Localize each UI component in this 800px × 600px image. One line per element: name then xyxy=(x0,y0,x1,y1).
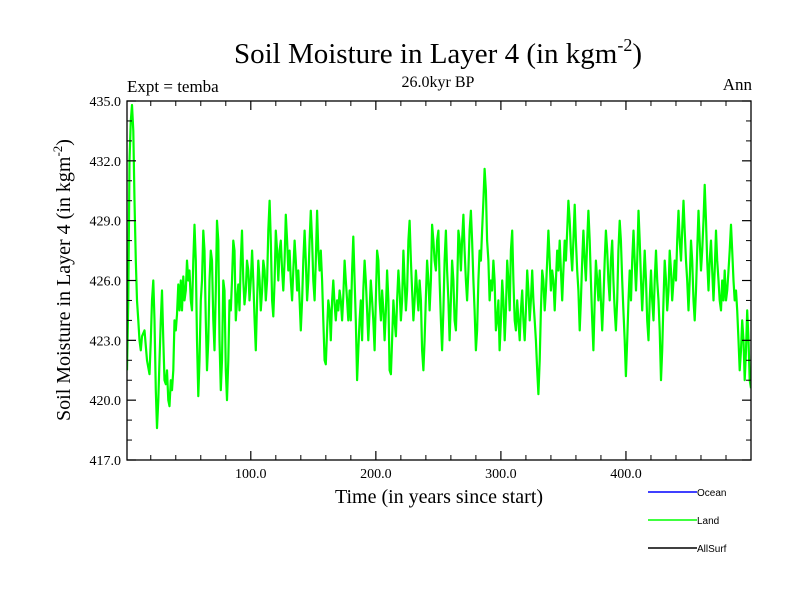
y-axis: 417.0 420.0 423.0 426.0 429.0 432.0 435.0 xyxy=(90,95,751,469)
x-tick-label: 400.0 xyxy=(610,467,642,482)
chart-subtitle: 26.0kyr BP xyxy=(402,74,475,91)
x-tick-label: 300.0 xyxy=(485,467,517,482)
y-axis-label-superscript: -2 xyxy=(50,146,65,157)
y-axis-label-text: Soil Moisture in Layer 4 (in kgm xyxy=(53,156,75,421)
y-tick-label: 429.0 xyxy=(90,215,122,230)
y-axis-label: Soil Moisture in Layer 4 (in kgm-2) xyxy=(50,139,75,421)
x-axis: 100.0 200.0 300.0 400.0 xyxy=(150,101,727,482)
series-layer xyxy=(127,103,751,430)
legend-label-land: Land xyxy=(697,516,719,527)
chart-title-close: ) xyxy=(632,38,642,70)
series-line-land xyxy=(127,103,751,430)
y-tick-label: 423.0 xyxy=(90,334,122,349)
chart-title-text: Soil Moisture in Layer 4 (in kgm xyxy=(234,38,618,70)
y-tick-label: 432.0 xyxy=(90,155,122,170)
legend: Ocean Land AllSurf xyxy=(648,488,727,555)
x-tick-label: 200.0 xyxy=(360,467,392,482)
y-tick-label: 417.0 xyxy=(90,454,122,469)
x-tick-label: 100.0 xyxy=(235,467,267,482)
y-tick-label: 420.0 xyxy=(90,394,122,409)
y-axis-label-close: ) xyxy=(53,139,75,146)
season-label: Ann xyxy=(723,75,753,94)
legend-label-allsurf: AllSurf xyxy=(697,544,727,555)
x-axis-label: Time (in years since start) xyxy=(335,486,543,508)
experiment-label: Expt = temba xyxy=(127,77,219,96)
chart-title-superscript: -2 xyxy=(617,35,632,55)
y-tick-label: 426.0 xyxy=(90,275,122,290)
chart-title: Soil Moisture in Layer 4 (in kgm-2) xyxy=(234,35,642,70)
y-tick-label: 435.0 xyxy=(90,95,122,110)
legend-label-ocean: Ocean xyxy=(697,488,726,499)
